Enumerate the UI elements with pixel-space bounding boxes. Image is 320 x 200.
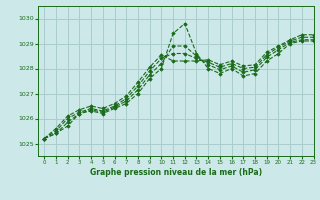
X-axis label: Graphe pression niveau de la mer (hPa): Graphe pression niveau de la mer (hPa) [90, 168, 262, 177]
